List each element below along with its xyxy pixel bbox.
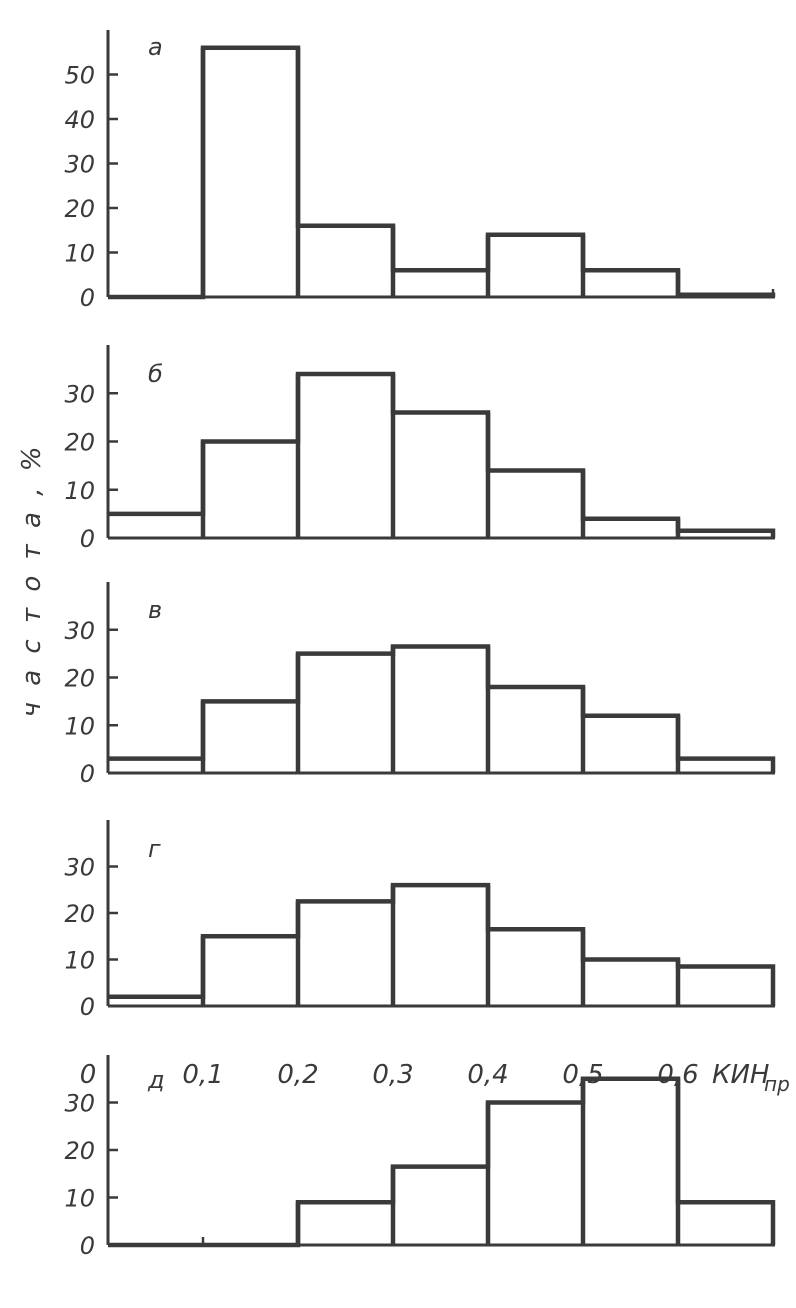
y-tick-label: 10 [64, 1185, 95, 1213]
histogram-bar [488, 929, 583, 1006]
histogram-panel-3: 0 10 20 30 в [64, 582, 776, 788]
y-tick-label: 10 [64, 712, 95, 740]
histogram-bar [488, 1103, 583, 1246]
panel-label: г [148, 835, 161, 863]
histogram-bar [203, 936, 298, 1006]
histogram-bar [678, 295, 773, 297]
y-tick-label: 20 [64, 900, 95, 928]
y-tick-label: 30 [64, 380, 95, 408]
histogram-bar [583, 1079, 678, 1245]
histogram-panel-5: 0 10 20 30 д [64, 1055, 776, 1260]
x-tick-label: 0,4 [467, 1060, 508, 1090]
histogram-bar [108, 997, 203, 1006]
histogram-bar [488, 235, 583, 297]
histogram-bar [678, 1202, 773, 1245]
x-tick-label: 0,3 [372, 1060, 413, 1090]
y-tick-label: 30 [64, 854, 95, 882]
x-tick-labels: 0 0,1 0,2 0,3 0,4 0,5 0,6 [80, 1060, 699, 1090]
y-tick-label: 20 [64, 429, 95, 457]
y-tick-label: 0 [80, 760, 95, 788]
histogram-panel-2: 0 10 20 30 б [64, 345, 776, 553]
panel-label: б [148, 360, 163, 388]
x-tick-label: 0,6 [657, 1060, 698, 1090]
histogram-bar [393, 1167, 488, 1245]
y-tick-label: 30 [64, 1090, 95, 1118]
y-tick-label: 10 [64, 947, 95, 975]
histogram-bar [678, 759, 773, 773]
histogram-bar [678, 531, 773, 538]
x-axis-label-subscript: пр [764, 1072, 790, 1096]
y-tick-label: 10 [64, 477, 95, 505]
x-tick-label: 0 [80, 1060, 97, 1090]
shared-y-axis-label: ч а с т о т а , % [17, 443, 47, 718]
y-tick-label: 0 [80, 993, 95, 1021]
histogram-panels: 0 10 20 30 40 50 а 0 10 20 30 б 0 10 20 30 в 0 10 20 30 г 0 10 2… [64, 30, 776, 1260]
histogram-bar [678, 966, 773, 1006]
histogram-bar [393, 885, 488, 1006]
panel-label: д [147, 1066, 165, 1094]
histogram-bar [298, 901, 393, 1006]
histogram-panel-4: 0 10 20 30 г [64, 820, 776, 1021]
histogram-bar [203, 701, 298, 773]
y-tick-label: 20 [64, 195, 95, 223]
y-tick-label: 10 [64, 240, 95, 268]
x-axis-label: КИН [712, 1060, 769, 1090]
histogram-bar [108, 759, 203, 773]
histogram-bar [583, 716, 678, 773]
histogram-bar [298, 226, 393, 297]
histogram-bar [488, 470, 583, 538]
panel-label: в [148, 596, 162, 624]
y-tick-label: 30 [64, 151, 95, 179]
histogram-bar [203, 48, 298, 297]
histogram-bar [393, 646, 488, 773]
y-tick-label: 0 [80, 525, 95, 553]
histogram-bar [393, 270, 488, 297]
histogram-panel-1: 0 10 20 30 40 50 а [64, 30, 776, 312]
y-tick-label: 50 [64, 62, 95, 90]
y-tick-label: 20 [64, 665, 95, 693]
histogram-bar [298, 654, 393, 773]
y-tick-label: 0 [80, 284, 95, 312]
histogram-bar [583, 960, 678, 1007]
histogram-bar [298, 374, 393, 538]
histogram-bar [583, 519, 678, 538]
histogram-bar [393, 413, 488, 538]
histogram-bar [488, 687, 583, 773]
y-tick-label: 20 [64, 1137, 95, 1165]
y-tick-label: 40 [64, 106, 95, 134]
histogram-bar [108, 514, 203, 538]
x-tick-label: 0,2 [277, 1060, 318, 1090]
panel-label: а [148, 33, 163, 61]
y-tick-label: 30 [64, 617, 95, 645]
x-tick-label: 0,1 [182, 1060, 223, 1090]
histogram-bar [203, 442, 298, 539]
y-tick-label: 0 [80, 1232, 95, 1260]
histogram-bar [298, 1202, 393, 1245]
x-tick-label: 0,5 [562, 1060, 603, 1090]
histogram-bar [583, 270, 678, 297]
